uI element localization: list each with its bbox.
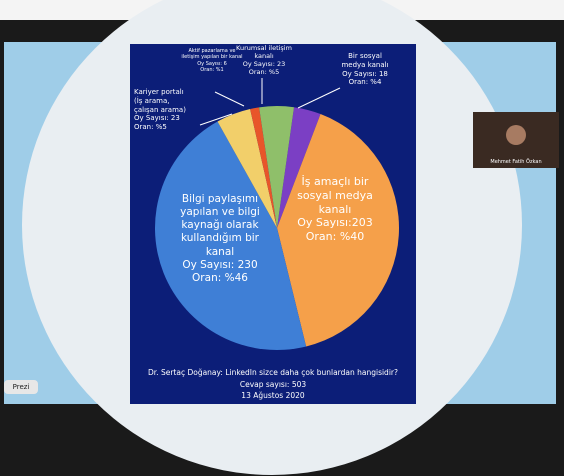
category-label: Bilgi paylaşımı yapılan ve bilgi kaynağı… [180, 193, 260, 258]
percent-label: Oran: %5 [134, 123, 167, 131]
value-label: Oy Sayısı:203 [297, 216, 373, 230]
percent-label: Oran: %5 [248, 68, 280, 77]
chart-subtitle: Cevap sayısı: 503 [239, 380, 307, 389]
slice-label: Aktif pazarlama ve iletişim yapılan bir … [180, 48, 244, 73]
chart-date: 13 Ağustos 2020 [241, 391, 305, 400]
leader-line [214, 91, 245, 107]
chart-title: Dr. Sertaç Doğanay: LinkedIn sizce daha … [148, 368, 398, 377]
slice-label: Kariyer portalı (İş arama, çalışan arama… [134, 88, 209, 132]
value-label: Oy Sayısı: 6 [197, 60, 227, 67]
webcam-face [506, 125, 526, 145]
pie-slice [217, 109, 277, 228]
prezi-button[interactable] [4, 380, 38, 394]
pie-slice [277, 107, 321, 228]
category-label: Aktif pazarlama ve iletişim yapılan bir … [181, 48, 243, 61]
value-label: Oy Sayısı: 230 [182, 258, 258, 271]
category-label: İş amaçlı bir sosyal medya kanalı [297, 175, 373, 216]
button-label[interactable]: Prezi [12, 383, 30, 391]
pie-slice [259, 105, 295, 228]
slice-label: Bir sosyal medya kanalı Oy Sayısı: 18 Oran… [330, 52, 400, 87]
value-label: Oy Sayısı: 23 [134, 114, 180, 123]
pie-slice [250, 107, 277, 228]
slice-label: İş amaçlı bir sosyal medya kanalı Oy Sayı… [280, 175, 390, 244]
leader-line [297, 87, 341, 109]
percent-label: Oran: %4 [348, 78, 382, 87]
presenter-name: Mehmet Fatih Özkan [490, 159, 542, 165]
category-label: Kurumsal iletişim kanalı [236, 44, 292, 61]
percent-label: Oran: %40 [305, 230, 365, 243]
percent-label: Oran: %46 [192, 271, 248, 284]
value-label: Oy Sayısı: 18 [342, 69, 388, 78]
value-label: Oy Sayısı: 23 [242, 60, 286, 69]
pie-slice [155, 121, 307, 350]
slice-label: Kurumsal iletişim kanalı Oy Sayısı: 23 Ora… [236, 44, 292, 77]
percent-label: Oran: %1 [200, 66, 224, 73]
category-label: Bir sosyal medya kanalı [341, 52, 389, 69]
category-label: Kariyer portalı (İş arama, çalışan arama… [134, 88, 186, 114]
slice-label: Bilgi paylaşımı yapılan ve bilgi kaynağı… [160, 193, 280, 285]
pie-slice [277, 114, 399, 347]
leader-line [199, 113, 233, 126]
